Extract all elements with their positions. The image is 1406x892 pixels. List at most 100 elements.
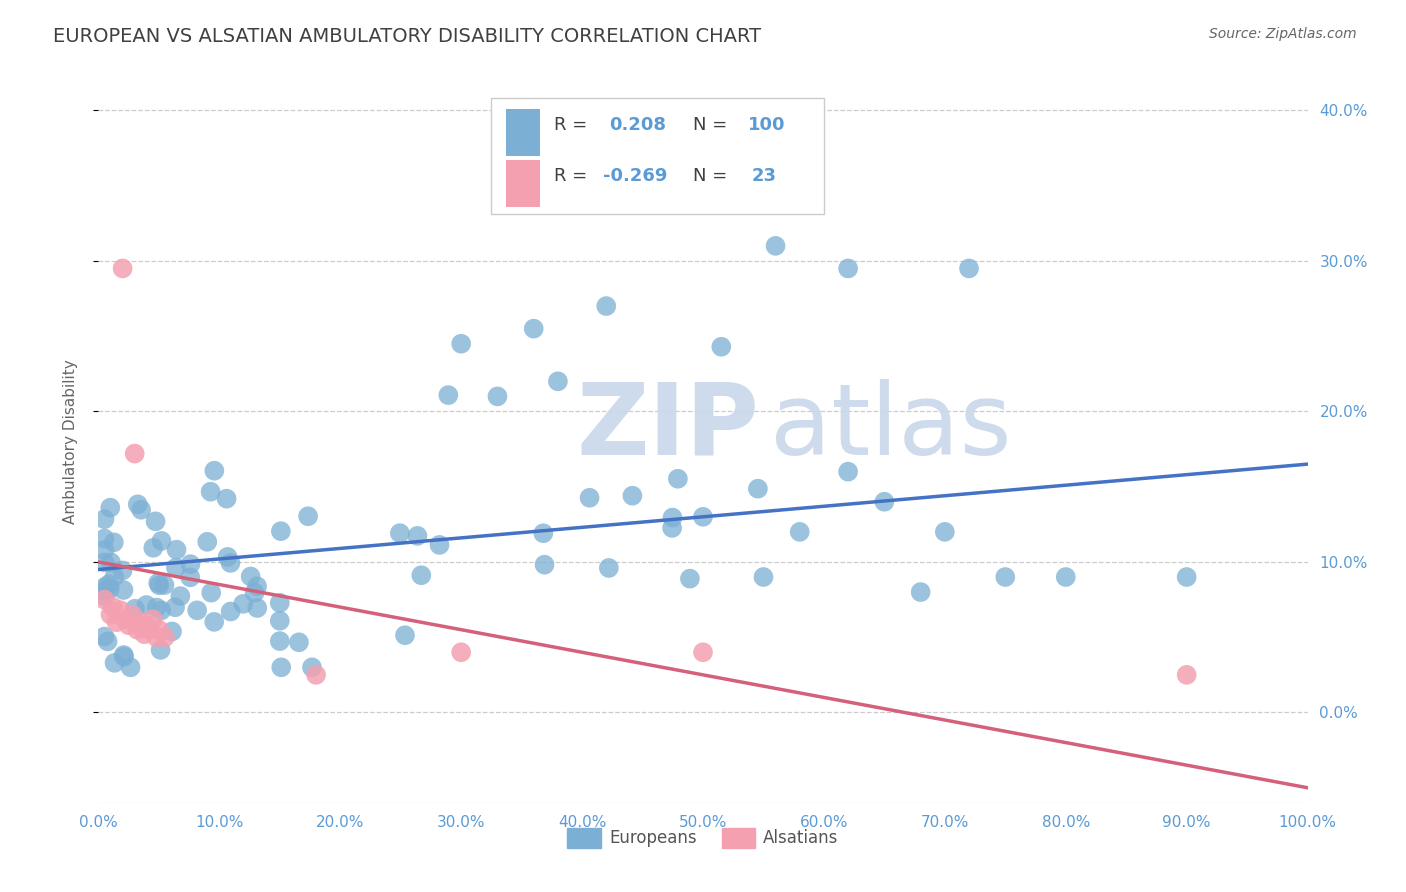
Point	[195, 534, 218, 549]
Point	[644, 171, 666, 186]
Point	[105, 615, 128, 630]
Point	[710, 340, 733, 354]
Point	[1054, 570, 1077, 584]
Point	[111, 261, 134, 276]
Point	[112, 649, 135, 664]
Point	[142, 612, 165, 626]
Point	[269, 614, 291, 628]
Point	[111, 564, 134, 578]
Text: 0.208: 0.208	[609, 117, 665, 135]
Point	[148, 623, 170, 637]
Point	[179, 557, 201, 571]
Point	[910, 585, 932, 599]
Point	[437, 388, 460, 402]
Point	[752, 570, 775, 584]
Point	[103, 535, 125, 549]
Point	[232, 597, 254, 611]
Point	[598, 561, 620, 575]
Point	[149, 643, 172, 657]
Point	[1175, 570, 1198, 584]
Point	[165, 600, 187, 615]
Point	[93, 555, 115, 569]
Point	[114, 612, 136, 626]
Point	[121, 607, 143, 622]
Point	[595, 299, 617, 313]
Point	[578, 491, 600, 505]
Point	[186, 603, 208, 617]
Point	[169, 589, 191, 603]
Point	[153, 630, 176, 644]
Point	[450, 336, 472, 351]
Bar	[506, 160, 540, 207]
Point	[148, 578, 170, 592]
Point	[270, 660, 292, 674]
Text: EUROPEAN VS ALSATIAN AMBULATORY DISABILITY CORRELATION CHART: EUROPEAN VS ALSATIAN AMBULATORY DISABILI…	[53, 27, 762, 45]
Point	[486, 389, 509, 403]
Point	[108, 603, 131, 617]
Point	[165, 560, 187, 574]
Point	[97, 634, 120, 648]
Point	[217, 549, 239, 564]
Point	[124, 446, 146, 460]
Point	[692, 509, 714, 524]
Point	[661, 510, 683, 524]
Point	[1175, 668, 1198, 682]
Point	[523, 321, 546, 335]
Point	[789, 524, 811, 539]
Point	[215, 491, 238, 506]
Legend: Europeans, Alsatians: Europeans, Alsatians	[560, 820, 846, 856]
Text: -0.269: -0.269	[603, 167, 666, 185]
Point	[93, 512, 115, 526]
Point	[297, 509, 319, 524]
Point	[269, 596, 291, 610]
Point	[429, 538, 451, 552]
Text: ZIP: ZIP	[576, 378, 759, 475]
Y-axis label: Ambulatory Disability: Ambulatory Disability	[63, 359, 77, 524]
Point	[93, 630, 115, 644]
Text: 100: 100	[748, 117, 785, 135]
Point	[93, 584, 115, 599]
Point	[765, 239, 787, 253]
Point	[101, 600, 124, 615]
Point	[134, 627, 156, 641]
Point	[93, 543, 115, 558]
Point	[135, 618, 157, 632]
Point	[219, 556, 242, 570]
Point	[145, 514, 167, 528]
Point	[150, 603, 173, 617]
Point	[153, 578, 176, 592]
Point	[112, 648, 135, 662]
Point	[305, 668, 328, 682]
Point	[200, 484, 222, 499]
Point	[394, 628, 416, 642]
Point	[934, 524, 956, 539]
Point	[129, 615, 152, 630]
Text: Source: ZipAtlas.com: Source: ZipAtlas.com	[1209, 27, 1357, 41]
Point	[450, 645, 472, 659]
Point	[93, 592, 115, 607]
Point	[270, 524, 292, 538]
Point	[93, 589, 115, 603]
Point	[127, 623, 149, 637]
Point	[411, 568, 433, 582]
Point	[120, 660, 142, 674]
Point	[200, 585, 222, 599]
Text: R =: R =	[554, 117, 588, 135]
Bar	[492, 98, 824, 214]
Point	[661, 521, 683, 535]
Point	[288, 635, 311, 649]
Point	[246, 601, 269, 615]
Point	[531, 526, 554, 541]
Point	[246, 579, 269, 593]
Point	[547, 375, 569, 389]
Point	[112, 582, 135, 597]
Point	[994, 570, 1017, 584]
Point	[124, 601, 146, 615]
Point	[692, 645, 714, 659]
Point	[219, 605, 242, 619]
Point	[142, 541, 165, 555]
Point	[93, 532, 115, 546]
Point	[127, 497, 149, 511]
Point	[98, 582, 121, 597]
Point	[621, 489, 644, 503]
